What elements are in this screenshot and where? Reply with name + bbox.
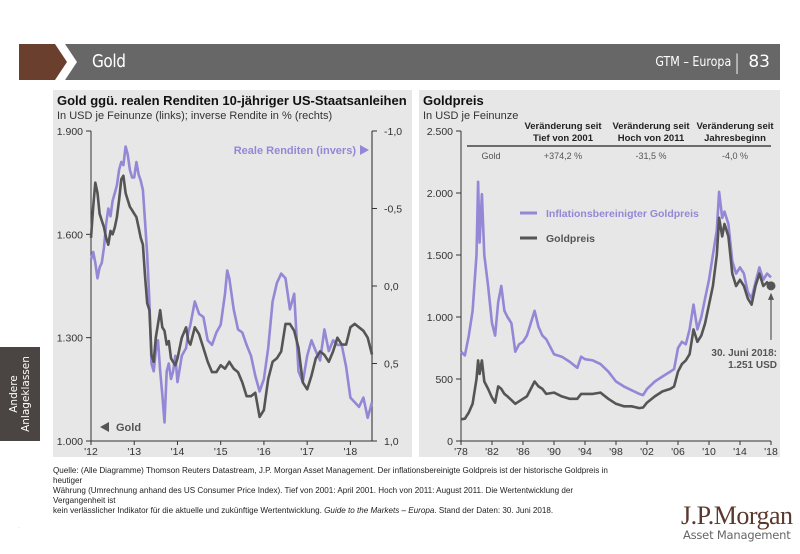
table-header-line1: Veränderung seit <box>524 121 602 132</box>
y-left-tick-label: 500 <box>435 374 453 386</box>
x-tick-label: '16 <box>257 446 271 457</box>
y-right-tick-label: 0,0 <box>384 281 399 293</box>
footnote-line-3: kein verlässlicher Indikator für die akt… <box>53 506 613 516</box>
table-cell: +374,2 % <box>544 151 582 161</box>
y-left-tick-label: 1.500 <box>427 250 453 262</box>
y-left-tick-label: 1.000 <box>57 436 83 448</box>
x-tick-label: '06 <box>671 446 685 457</box>
x-tick-label: '86 <box>516 446 530 457</box>
x-tick-label: '94 <box>578 446 592 457</box>
page-number: 83 <box>748 52 770 72</box>
y-left-tick-label: 2.000 <box>427 188 453 200</box>
table-header-line1: Veränderung seit <box>696 121 774 132</box>
chart-gold-price: 2.500 2.000 1.500 1.000 500 0'78 '82 '86 '90 '94 '… <box>427 121 778 458</box>
legend-label-gold: Gold <box>116 422 141 434</box>
footnote-line-1: Quelle: (Alle Diagramme) Thomson Reuters… <box>53 466 608 485</box>
legend-label: Inflationsbereinigter Goldpreis <box>546 208 699 220</box>
y-left-tick-label: 1.000 <box>427 312 453 324</box>
x-tick-label: '82 <box>485 446 499 457</box>
chart-panel-gold-vs-real-yields: Gold ggü. realen Renditen 10-jähriger US… <box>53 90 412 458</box>
chart-title: Gold ggü. realen Renditen 10-jähriger US… <box>57 93 407 108</box>
x-tick-label: '14 <box>733 446 747 457</box>
footnote-date: . Stand der Daten: 30. Juni 2018. <box>434 506 554 515</box>
page-title: Gold <box>92 51 126 72</box>
annotation-line2: 1.251 USD <box>728 360 777 371</box>
table-row-label: Gold <box>481 151 500 161</box>
x-tick-label: '98 <box>609 446 623 457</box>
legend-label-real-yields: Reale Renditen (invers) <box>234 145 357 157</box>
series-line-real-yields <box>89 145 374 424</box>
x-tick-label: '18 <box>764 446 778 457</box>
table-cell: -4,0 % <box>722 151 748 161</box>
chart-panel-gold-price: Goldpreis In USD je Feinunze 2.500 2.000 1… <box>419 90 780 458</box>
chart-subtitle: In USD je Feinunze <box>423 110 519 122</box>
table-header-line2: Hoch von 2011 <box>618 133 685 144</box>
x-tick-label: '02 <box>640 446 654 457</box>
y-left-tick-label: 0 <box>447 436 453 448</box>
legend-left-triangle-icon <box>100 422 109 432</box>
annotation-arrow-head-icon <box>768 292 774 300</box>
table-header-line2: Tief von 2001 <box>533 133 594 144</box>
x-tick-label: '10 <box>702 446 716 457</box>
footnote-publication: Guide to the Markets – Europa <box>324 506 435 515</box>
header-bar: Gold GTM – Europa | 83 <box>19 44 780 80</box>
header-title-band <box>65 44 780 80</box>
table-header-line1: Veränderung seit <box>612 121 690 132</box>
footnote-text: kein verlässlicher Indikator für die akt… <box>53 506 325 515</box>
chart-title: Goldpreis <box>423 93 484 108</box>
table-cell: -31,5 % <box>635 151 666 161</box>
y-right-tick-label: -0,5 <box>384 204 402 216</box>
y-left-tick-label: 1.300 <box>57 333 83 345</box>
endpoint-marker <box>766 281 776 291</box>
logo-tagline: Asset Management <box>682 528 791 542</box>
side-tab-label: Andere Anlageklassen <box>8 356 32 432</box>
y-left-tick-label: 1.900 <box>57 126 83 138</box>
table-header-line2: Jahresbeginn <box>704 133 766 144</box>
corner-mark: · <box>18 525 20 531</box>
series-label: GTM – Europa <box>655 54 732 70</box>
y-left-tick-label: 2.500 <box>427 126 453 138</box>
x-tick-label: '12 <box>84 446 98 457</box>
annotation-line1: 30. Juni 2018: <box>711 348 777 359</box>
header-separator: | <box>733 50 741 74</box>
source-footnote: Quelle: (Alle Diagramme) Thomson Reuters… <box>53 466 613 516</box>
x-tick-label: '78 <box>454 446 468 457</box>
header-meta: GTM – Europa | 83 <box>642 50 770 74</box>
x-tick-label: '18 <box>344 446 358 457</box>
x-tick-label: '14 <box>171 446 185 457</box>
y-right-tick-label: -1,0 <box>384 126 402 138</box>
footnote-line-2: Währung (Umrechnung anhand des US Consum… <box>53 486 574 505</box>
logo-wordmark: J.P.Morgan <box>681 501 793 530</box>
chart-subtitle: In USD je Feinunze (links); inverse Rend… <box>57 110 333 122</box>
header-brand-chevron <box>19 44 67 80</box>
jpmorgan-logo: J.P.Morgan Asset Management <box>681 501 793 543</box>
x-tick-label: '15 <box>214 446 228 457</box>
series-line-gold-price <box>460 216 772 421</box>
legend-label: Goldpreis <box>546 233 595 245</box>
y-right-tick-label: 1,0 <box>384 436 399 448</box>
chart-gold-vs-real-yields: 1.900 1.600 1.300 1.000 -1,0 -0,5 0,0 0,5 1,0 '12… <box>57 126 403 458</box>
series-line-inflation-adjusted <box>460 180 772 397</box>
legend-right-triangle-icon <box>360 145 369 155</box>
series-line-gold <box>89 174 374 419</box>
x-tick-label: '13 <box>127 446 141 457</box>
side-tab-asset-class[interactable]: Andere Anlageklassen <box>0 347 40 441</box>
y-left-tick-label: 1.600 <box>57 229 83 241</box>
y-right-tick-label: 0,5 <box>384 359 399 371</box>
x-tick-label: '90 <box>547 446 561 457</box>
x-tick-label: '17 <box>300 446 314 457</box>
